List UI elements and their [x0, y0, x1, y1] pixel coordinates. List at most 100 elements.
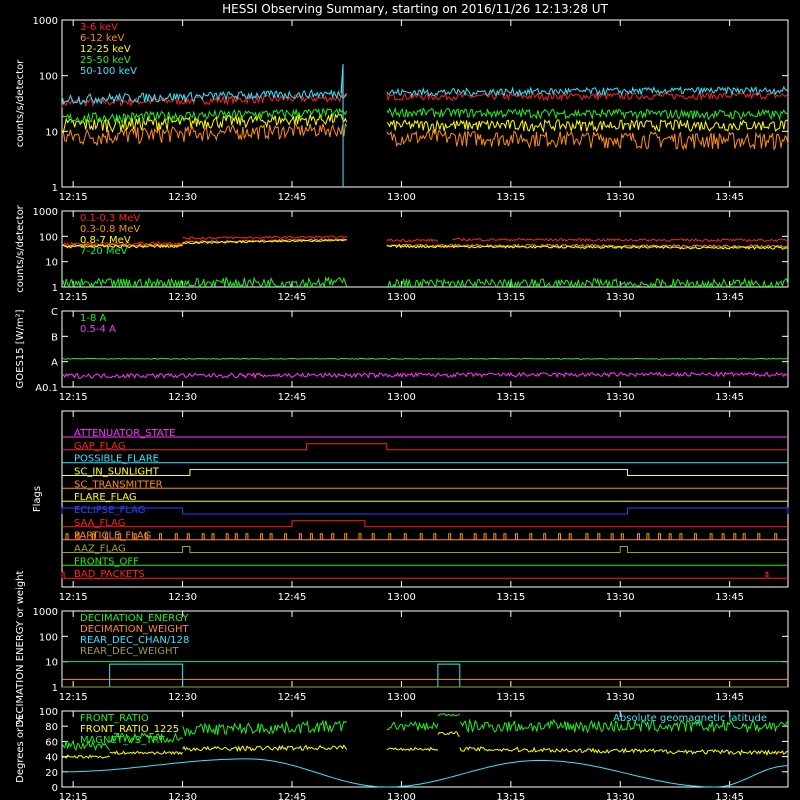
y-tick-label: 100 [39, 72, 58, 83]
series-line [61, 113, 348, 133]
x-tick-label: 12:45 [278, 592, 307, 603]
series-line [61, 739, 110, 751]
x-tick-label: 13:30 [606, 592, 635, 603]
series-line [109, 732, 183, 744]
legend-entry: 0.3-0.8 MeV [80, 224, 140, 235]
x-tick-label: 13:45 [715, 792, 744, 800]
flag-label: BAD_PACKETS [74, 569, 145, 580]
series-line [386, 118, 788, 134]
y-tick-label: 0 [52, 783, 58, 794]
y-axis-label: Degrees or % [15, 715, 26, 783]
x-tick-label: 12:30 [168, 592, 197, 603]
x-tick-label: 12:45 [278, 192, 307, 203]
panel-gamma: 12:15 12:30 12:45 13:00 13:15 13:30 13:45 1 10 10… [15, 204, 789, 303]
series-line [61, 244, 183, 249]
x-tick-label: 13:30 [606, 692, 635, 703]
panel-geo: 12:15 12:30 12:45 13:00 13:15 13:30 13:45 0 20 40… [15, 707, 789, 800]
series-line [386, 106, 789, 121]
flag-pulses [65, 533, 778, 540]
flag-label: PARTICLE_FLAG [74, 531, 151, 542]
series-line [61, 357, 789, 360]
flag-label: GAP_FLAG [74, 441, 126, 452]
x-tick-label: 13:45 [715, 192, 744, 203]
legend-entry: DECIMATION_WEIGHT [80, 624, 189, 635]
x-tick-label: 13:30 [606, 392, 635, 403]
legend-entry: 0.5-4 A [80, 324, 116, 335]
legend-entry: 25-50 keV [80, 55, 131, 66]
y-tick-label: 10 [45, 127, 58, 138]
flag-line [61, 507, 789, 515]
x-tick-label: 13:45 [715, 592, 744, 603]
x-tick-label: 13:45 [715, 292, 744, 303]
flag-label: POSSIBLE_FLARE [74, 454, 159, 465]
legend-entry: REAR_DEC_WEIGHT [80, 646, 179, 657]
flag-label: SC_IN_SUNLIGHT [74, 467, 160, 478]
legend-entry: MAGNET_VS_TRT [80, 735, 165, 746]
x-tick-label: 13:15 [496, 192, 525, 203]
series-line [386, 277, 789, 289]
series-line [386, 129, 789, 151]
series-line [61, 754, 110, 759]
chart-panels: 12:15 12:30 12:45 13:00 13:15 13:30 13:4511010… [15, 16, 789, 800]
y-tick-label: 10 [45, 258, 58, 269]
y-axis-label: DECIMATION ENERGY or weight [15, 570, 26, 727]
y-tick-label: 100 [39, 232, 58, 243]
y-tick-label: 20 [45, 768, 58, 779]
y-tick-label: 1 [52, 183, 58, 194]
x-tick-label: 13:15 [496, 692, 525, 703]
x-tick-label: 13:00 [387, 192, 416, 203]
x-tick-label: 12:15 [59, 392, 88, 403]
legend-entry: 7-20 MeV [80, 246, 128, 257]
legend-entry: 3-6 keV [80, 22, 118, 33]
y-tick-label: 40 [45, 753, 58, 764]
x-tick-label: 13:45 [715, 692, 744, 703]
y-tick-label: 1000 [33, 207, 58, 218]
legend-entry: 0.1-0.3 MeV [80, 213, 140, 224]
x-tick-label: 12:15 [59, 792, 88, 800]
y-tick-label: 100 [39, 707, 58, 718]
panel-goes: 12:15 12:30 12:45 13:00 13:15 13:30 13:45 A0.1 A… [15, 307, 789, 403]
x-tick-label: 13:00 [387, 292, 416, 303]
panel-frame [61, 210, 789, 288]
series-line [459, 718, 789, 734]
x-tick-label: 13:45 [715, 392, 744, 403]
x-tick-label: 13:15 [496, 392, 525, 403]
x-tick-label: 13:00 [387, 592, 416, 603]
y-tick-label: 1 [52, 283, 58, 294]
panel-frame [61, 19, 789, 188]
series-line [437, 731, 460, 737]
legend-entry: FRONT_RATIO_1225 [80, 724, 179, 735]
x-tick-label: 13:00 [387, 692, 416, 703]
x-tick-label: 12:45 [278, 792, 307, 800]
x-tick-label: 12:30 [168, 392, 197, 403]
series-line [452, 237, 789, 243]
panel-flags: 12:15 12:30 12:45 13:00 13:15 13:30 13:45 Flags… [32, 410, 789, 603]
y-axis-label: counts/s/detector [15, 204, 26, 292]
x-tick-label: 13:30 [606, 792, 635, 800]
flag-label: SC_TRANSMITTER [74, 479, 163, 490]
flag-label: FLARE_FLAG [74, 492, 137, 503]
series-line [386, 91, 789, 102]
series-line [386, 238, 439, 243]
series-line [61, 122, 348, 147]
series-line [61, 276, 348, 289]
x-tick-label: 13:00 [387, 792, 416, 800]
series-line [459, 746, 789, 757]
series-line [61, 94, 348, 108]
panel-decimation: 12:15 12:30 12:45 13:00 13:15 13:30 13:45 1 10 10… [15, 570, 789, 727]
series-line [386, 720, 439, 731]
series-line [386, 244, 789, 251]
x-tick-label: 13:30 [606, 192, 635, 203]
y-tick-label: 60 [45, 737, 58, 748]
panel-frame [61, 410, 789, 588]
y-tick-label: A [51, 358, 58, 369]
y-tick-label: 100 [39, 632, 58, 643]
y-tick-label: 1000 [33, 607, 58, 618]
series-line [182, 235, 347, 241]
series-line [61, 89, 348, 105]
legend-entry: 6-12 keV [80, 33, 124, 44]
x-tick-label: 12:15 [59, 292, 88, 303]
series-line [182, 719, 348, 737]
y-axis-label: counts/s/detector [15, 59, 26, 147]
